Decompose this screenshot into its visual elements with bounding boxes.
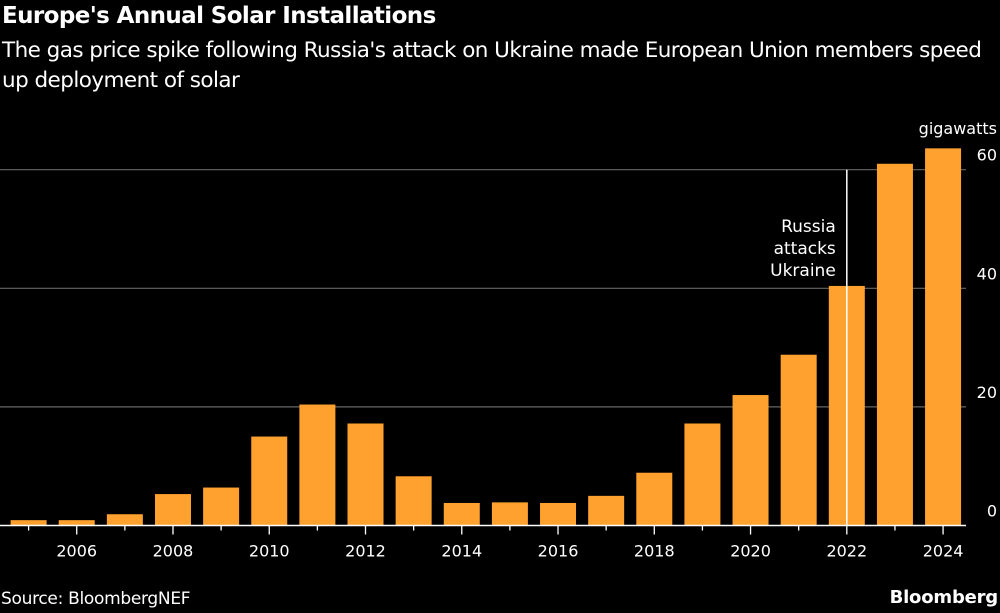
bar-2024 [925, 148, 962, 526]
x-tick-label: 2014 [441, 542, 482, 561]
y-tick-label: 60 [977, 146, 997, 165]
y-tick-label: 20 [977, 383, 997, 402]
annotation-text: Ukraine [770, 261, 836, 281]
x-axis: 2006 2008 2010 2012 2014 2016 2018 2020 2022 2024 [0, 524, 966, 561]
gridlines [0, 169, 966, 408]
x-tick-label: 2020 [730, 542, 771, 561]
chart-title: Europe's Annual Solar Installations [2, 3, 436, 29]
bar-2007 [106, 514, 143, 526]
bloomberg-logo: Bloomberg [889, 587, 999, 608]
y-axis: 0 20 40 60 gigawatts [919, 119, 997, 521]
x-tick-label: 2022 [826, 542, 867, 561]
x-tick-label: 2008 [153, 542, 194, 561]
bar-2006 [58, 520, 95, 526]
bar-2020 [732, 395, 769, 526]
x-tick-label: 2024 [923, 542, 964, 561]
bar-2008 [154, 494, 191, 526]
bar-2010 [251, 436, 288, 526]
bars [10, 148, 962, 526]
x-tick-label: 2018 [634, 542, 675, 561]
bar-2012 [347, 423, 384, 526]
chart-subtitle: The gas price spike following Russia's a… [2, 38, 982, 93]
bar-2013 [395, 476, 432, 526]
y-tick-label: 40 [977, 264, 997, 283]
annotation-text: attacks [774, 239, 836, 259]
bar-2005 [10, 520, 47, 526]
bar-2014 [443, 502, 480, 526]
source-note: Source: BloombergNEF [1, 589, 191, 609]
annotation-text: Russia [781, 217, 836, 237]
bar-2021 [780, 354, 817, 526]
x-tick-label: 2012 [345, 542, 386, 561]
x-tick-label: 2016 [538, 542, 579, 561]
x-tick-label: 2010 [249, 542, 290, 561]
bar-2018 [636, 472, 673, 526]
bar-2015 [491, 502, 528, 526]
bar-2011 [299, 404, 336, 526]
y-axis-unit-label: gigawatts [919, 119, 997, 138]
y-tick-label: 0 [987, 502, 997, 521]
bar-2016 [540, 502, 577, 526]
bar-2017 [588, 495, 625, 526]
bar-2019 [684, 423, 721, 526]
bar-2009 [203, 487, 240, 526]
bar-2023 [876, 163, 913, 526]
x-tick-label: 2006 [56, 542, 97, 561]
